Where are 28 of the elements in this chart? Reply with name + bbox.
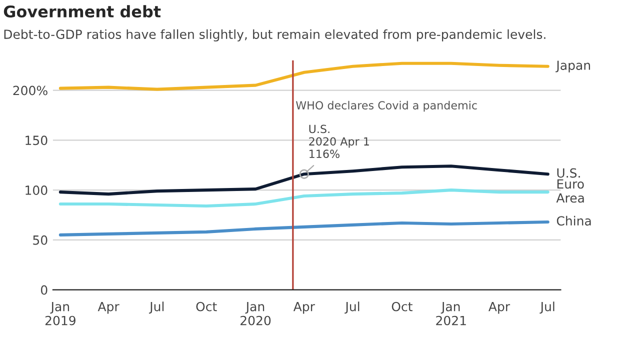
y-tick-label: 150 [26,136,48,146]
annotation: U.S. 2020 Apr 1 116% [309,124,369,158]
series-label: Euro Area [556,179,584,203]
y-tick-label: 100 [26,186,48,195]
x-tick-label: Jan 2020 [240,302,271,326]
chart-subtitle: Debt-to-GDP ratios have fallen slightly, but remain elevated from pre-pandemic levels. [4,29,546,42]
chart-title: Government debt [4,5,161,18]
y-tick-label: 50 [33,235,48,245]
ref-line-label: WHO declares Covid a pandemic [296,100,477,112]
x-tick-label: Oct [196,302,217,312]
y-tick-label: 200% [13,86,48,96]
series-label: China [556,216,591,226]
x-tick-label: Jul [148,302,164,314]
x-tick-label: Jan 2019 [45,302,76,326]
line-series [58,62,550,91]
x-tick-label: Jul [540,302,554,314]
x-tick-label: Apr [293,302,315,314]
series-label: Japan [556,60,590,72]
x-tick-label: Oct [392,302,412,312]
x-tick-label: Apr [98,302,120,314]
y-tick-label: 0 [40,285,48,295]
line-series [58,220,550,236]
x-tick-label: Jan 2021 [436,302,466,326]
x-tick-label: Jul [344,302,360,314]
series-label: U.S. [557,168,580,178]
x-tick-label: Apr [488,302,510,314]
line-series [58,188,550,208]
line-series [58,164,550,196]
